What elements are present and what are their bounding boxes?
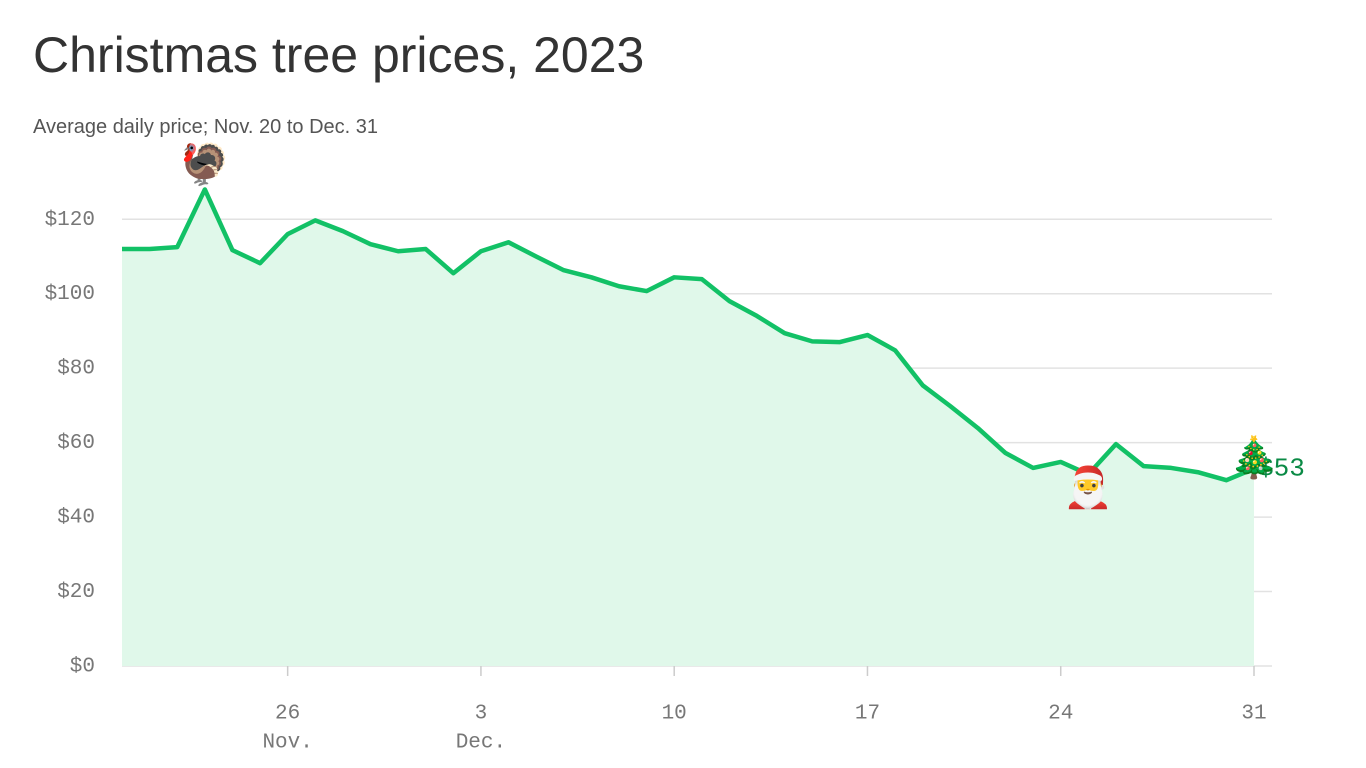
y-tick-label: $20 <box>57 581 95 604</box>
y-tick-label: $0 <box>70 656 95 679</box>
emoji-annotation: 🎅 <box>1063 464 1113 510</box>
month-label: Nov. <box>262 732 312 755</box>
y-tick-label: $60 <box>57 432 95 455</box>
x-tick-label: 26 <box>275 703 300 726</box>
x-tick-label: 3 <box>475 703 488 726</box>
x-tick-label: 31 <box>1241 703 1266 726</box>
chart-title: Christmas tree prices, 2023 <box>33 27 644 83</box>
x-tick-label: 17 <box>855 703 880 726</box>
y-tick-label: $80 <box>57 358 95 381</box>
month-label: Dec. <box>456 732 506 755</box>
y-tick-label: $100 <box>45 283 95 306</box>
x-tick-label: 10 <box>662 703 687 726</box>
emoji-annotation: 🦃 <box>180 141 230 187</box>
price-line <box>122 187 1255 483</box>
chart-subtitle: Average daily price; Nov. 20 to Dec. 31 <box>33 116 378 138</box>
emoji-annotation: 🎄 <box>1229 434 1279 480</box>
end-label: $53 <box>1258 454 1305 484</box>
area-fill <box>122 189 1254 666</box>
x-tick-label: 24 <box>1048 703 1073 726</box>
y-tick-label: $120 <box>45 209 95 232</box>
y-tick-label: $40 <box>57 507 95 530</box>
